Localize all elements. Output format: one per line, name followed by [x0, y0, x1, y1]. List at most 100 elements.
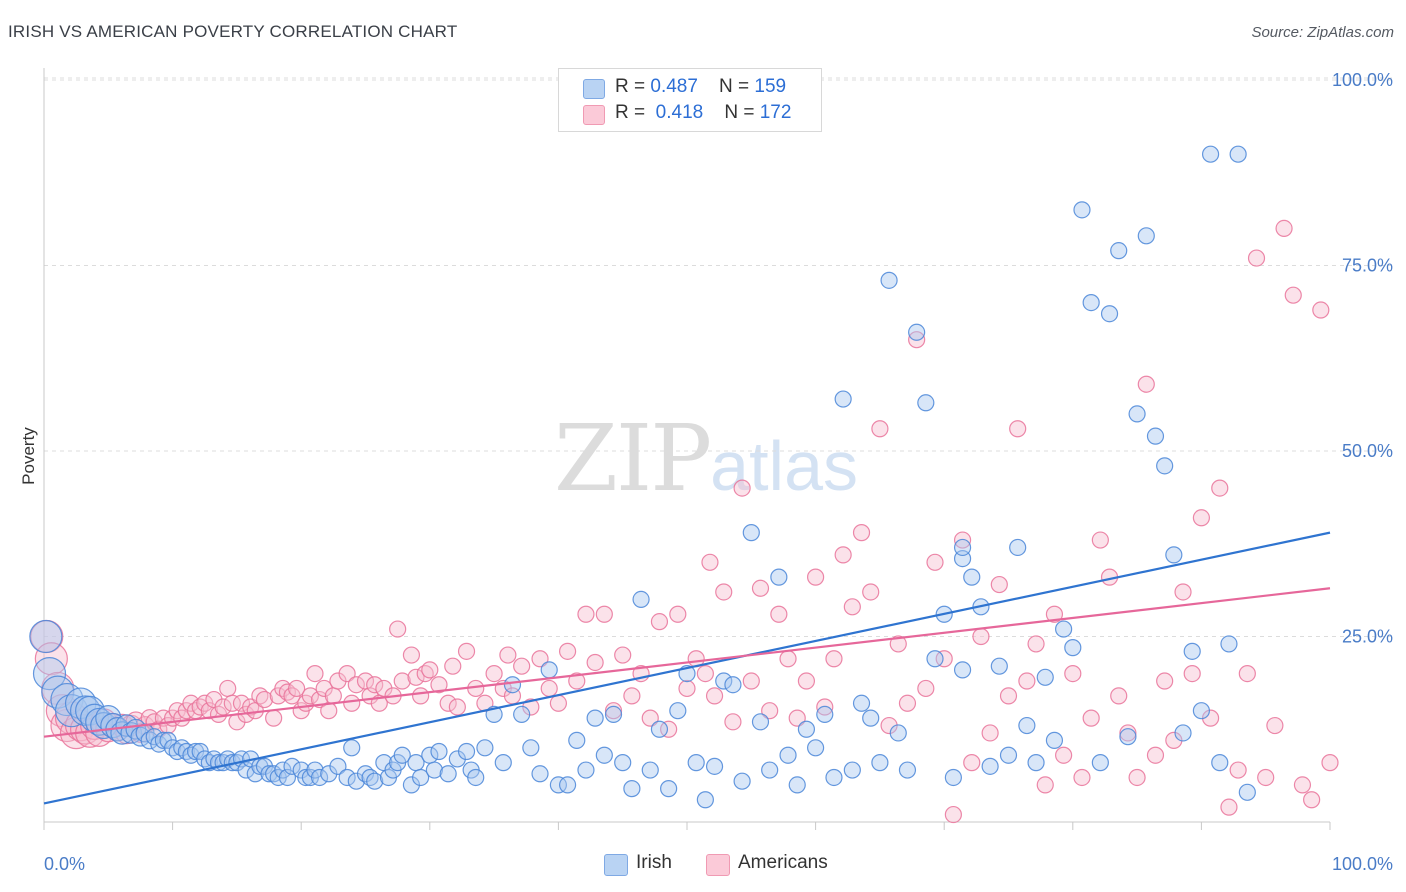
point-americans — [701, 553, 719, 571]
point-americans — [531, 650, 549, 668]
point-americans — [806, 568, 825, 586]
point-irish — [1238, 783, 1256, 801]
point-irish — [1201, 145, 1220, 163]
point-americans — [288, 679, 306, 698]
point-irish — [779, 746, 797, 764]
y-tick-label: 50.0% — [1342, 441, 1393, 461]
point-irish — [75, 695, 105, 726]
point-irish — [1174, 724, 1192, 742]
point-americans — [1027, 635, 1045, 653]
point-americans — [200, 702, 218, 720]
point-americans — [614, 646, 632, 664]
point-americans — [1229, 761, 1247, 779]
point-americans — [421, 661, 439, 679]
point-irish — [834, 390, 852, 408]
point-americans — [1238, 664, 1256, 683]
point-irish — [1137, 227, 1155, 245]
point-americans — [715, 583, 733, 601]
point-irish — [981, 757, 999, 775]
y-tick-label: 75.0% — [1342, 256, 1393, 276]
point-irish — [862, 709, 880, 727]
point-irish — [522, 739, 540, 757]
point-irish — [614, 754, 632, 772]
point-irish — [1183, 642, 1201, 660]
point-americans — [402, 646, 421, 664]
point-americans — [751, 579, 770, 597]
point-irish — [1018, 716, 1036, 735]
point-irish — [278, 768, 297, 787]
legend-r-label: R = — [615, 76, 651, 97]
point-americans — [1284, 286, 1302, 304]
point-americans — [669, 605, 687, 623]
point-irish — [715, 672, 733, 690]
point-americans — [898, 694, 917, 712]
point-americans — [306, 664, 324, 683]
point-irish — [531, 765, 549, 783]
point-americans — [324, 687, 342, 705]
point-irish — [1156, 457, 1174, 475]
point-americans — [34, 642, 68, 676]
point-irish — [494, 754, 512, 772]
watermark-zip: ZIP — [554, 405, 712, 512]
point-irish — [1091, 754, 1109, 772]
point-irish — [761, 761, 779, 779]
point-irish — [926, 650, 944, 668]
point-americans — [1055, 746, 1073, 764]
point-irish — [540, 661, 558, 679]
bottom-legend-swatch-americans — [706, 854, 730, 876]
point-americans — [862, 583, 880, 601]
point-americans — [1018, 672, 1036, 690]
point-americans — [586, 653, 604, 672]
point-irish — [1045, 731, 1064, 749]
point-irish — [687, 754, 705, 772]
point-irish — [1119, 728, 1137, 746]
point-irish — [457, 742, 476, 761]
legend-n-value-americans: 172 — [759, 102, 792, 123]
point-americans — [604, 702, 623, 720]
point-americans — [255, 690, 274, 709]
point-americans — [779, 650, 797, 668]
point-americans — [944, 805, 962, 824]
point-irish — [917, 394, 935, 412]
point-americans — [1266, 716, 1284, 735]
bottom-legend-label-irish: Irish — [636, 852, 672, 873]
trend-line-americans — [43, 587, 1331, 738]
point-irish — [1192, 702, 1211, 720]
point-americans — [678, 679, 696, 698]
source-label: Source: ZipAtlas.com — [1251, 24, 1394, 41]
point-americans — [1009, 420, 1027, 438]
point-americans — [389, 620, 407, 638]
point-americans — [1082, 709, 1100, 727]
point-irish — [29, 619, 63, 654]
point-americans — [223, 694, 241, 712]
point-irish — [1027, 754, 1045, 772]
point-americans — [770, 605, 788, 623]
point-irish — [880, 271, 898, 289]
point-americans — [393, 672, 411, 690]
point-americans — [1146, 746, 1165, 764]
point-irish — [425, 761, 443, 779]
point-americans — [1293, 776, 1312, 794]
point-americans — [825, 650, 843, 668]
point-irish — [669, 702, 687, 720]
legend-r-value-irish: 0.487 — [650, 76, 698, 97]
point-americans — [1321, 754, 1339, 772]
point-irish — [797, 720, 816, 738]
point-irish — [705, 757, 724, 775]
point-americans — [595, 605, 613, 623]
point-americans — [1247, 249, 1266, 267]
point-irish — [503, 676, 522, 694]
point-americans — [733, 479, 751, 497]
point-americans — [1174, 583, 1192, 601]
point-americans — [439, 694, 457, 712]
point-americans — [338, 664, 356, 683]
point-irish — [1110, 242, 1128, 260]
point-irish — [1064, 639, 1082, 657]
point-americans — [724, 713, 742, 731]
point-americans — [742, 672, 760, 690]
point-irish — [283, 757, 301, 775]
point-americans — [1312, 301, 1330, 319]
point-americans — [407, 668, 425, 686]
legend-n-label: N = — [724, 102, 760, 123]
point-americans — [972, 627, 990, 646]
